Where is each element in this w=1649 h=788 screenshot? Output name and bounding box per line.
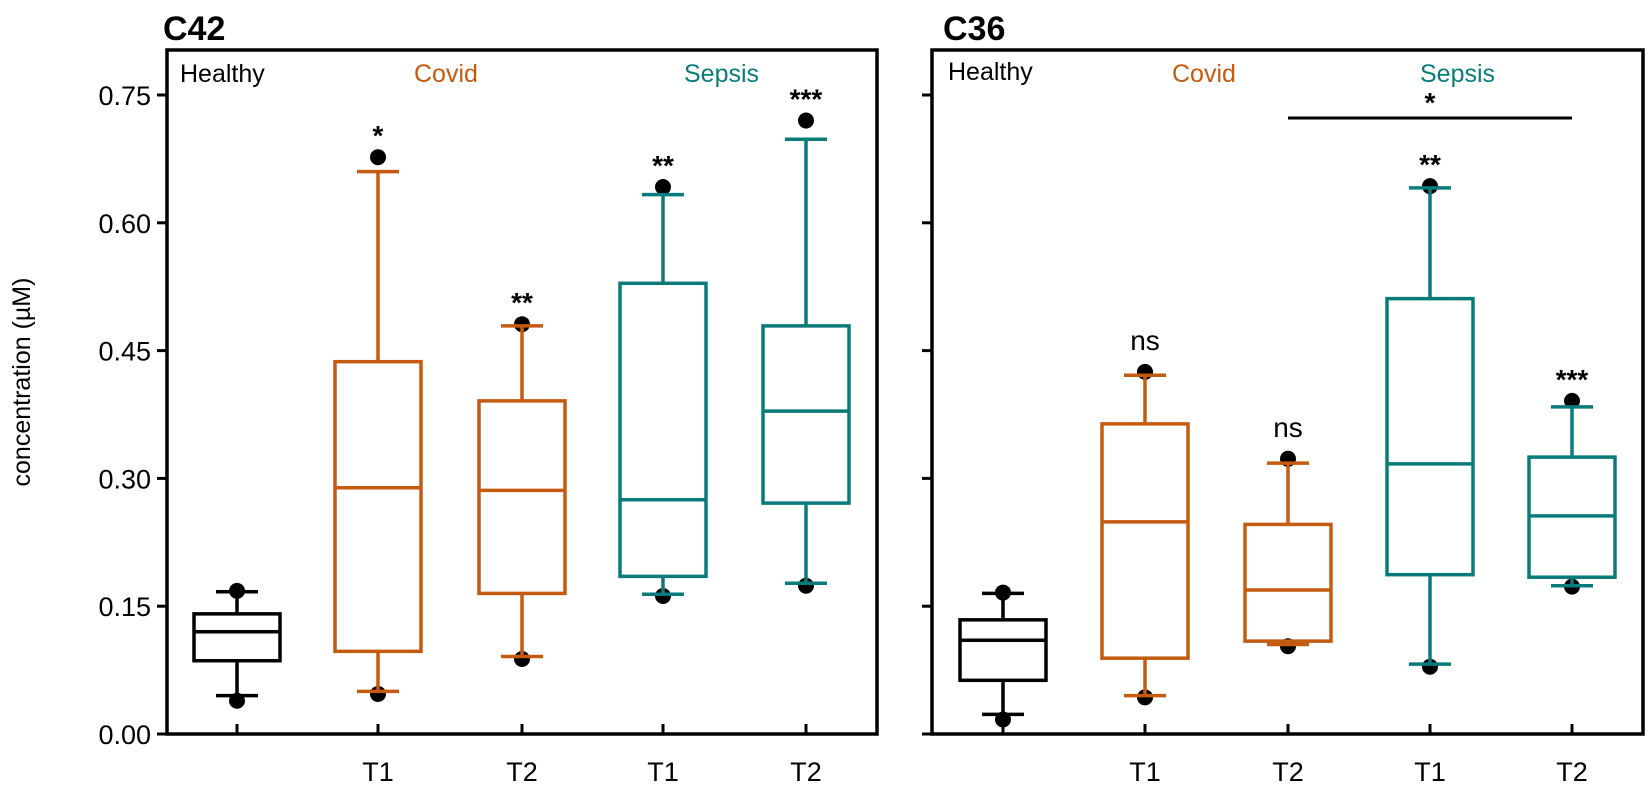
significance-label: ns bbox=[1130, 325, 1160, 356]
box-sepsis-t2: *** bbox=[761, 84, 851, 594]
y-axis-ticks bbox=[922, 93, 932, 736]
iqr-box bbox=[761, 324, 851, 505]
x-tick-label: T1 bbox=[362, 757, 394, 787]
box-sepsis-t1: ** bbox=[618, 150, 708, 604]
iqr-box bbox=[958, 618, 1048, 683]
iqr-box bbox=[477, 399, 567, 596]
box-covid-t2: ** bbox=[477, 287, 567, 668]
significance-label: * bbox=[373, 120, 384, 151]
panel-c36: C36 Healthy Covid Sepsis T1 T2 T1 T2 nsns**… bbox=[922, 10, 1645, 787]
x-tick-label: T2 bbox=[1556, 757, 1588, 787]
y-tick-label: 0.30 bbox=[98, 464, 151, 494]
group-label-healthy: Healthy bbox=[948, 58, 1033, 86]
group-label-covid: Covid bbox=[1172, 60, 1236, 88]
box-sepsis-t1: ** bbox=[1385, 149, 1475, 675]
outlier-point bbox=[1564, 392, 1580, 409]
panel-c42: C42 concentration (µM) Healthy Covid Sep… bbox=[8, 10, 879, 787]
box-healthy bbox=[192, 582, 282, 709]
significance-label: ** bbox=[652, 150, 674, 181]
iqr-box bbox=[192, 612, 282, 663]
x-axis-ticks: T1 T2 T1 T2 bbox=[1001, 724, 1588, 787]
iqr-box bbox=[333, 359, 423, 654]
panel-title: C36 bbox=[943, 10, 1005, 48]
outlier-point bbox=[370, 149, 386, 166]
group-label-sepsis: Sepsis bbox=[684, 60, 759, 88]
iqr-box bbox=[1385, 296, 1475, 577]
iqr-box bbox=[618, 281, 708, 579]
box-covid-t2: ns bbox=[1243, 412, 1333, 655]
y-tick-label: 0.15 bbox=[98, 592, 151, 622]
plot-frame bbox=[930, 48, 1645, 736]
outlier-point bbox=[798, 112, 814, 129]
x-tick-label: T1 bbox=[1414, 757, 1446, 787]
x-tick-label: T2 bbox=[790, 757, 822, 787]
significance-label: *** bbox=[1556, 364, 1589, 395]
y-tick-label: 0.60 bbox=[98, 209, 151, 239]
box-healthy bbox=[958, 584, 1048, 728]
outlier-point bbox=[655, 179, 671, 196]
box-covid-t1: ns bbox=[1100, 325, 1190, 706]
y-tick-label: 0.45 bbox=[98, 337, 151, 367]
significance-label: ** bbox=[511, 287, 533, 318]
panel-title: C42 bbox=[163, 10, 225, 48]
y-tick-label: 0.75 bbox=[98, 81, 151, 111]
y-tick-label: 0.00 bbox=[98, 720, 151, 750]
box-series: ******** bbox=[192, 84, 851, 709]
group-label-sepsis: Sepsis bbox=[1420, 60, 1495, 88]
group-label-healthy: Healthy bbox=[180, 60, 265, 88]
x-tick-label: T2 bbox=[1272, 757, 1304, 787]
significance-label: *** bbox=[790, 84, 823, 115]
y-axis-label: concentration (µM) bbox=[8, 278, 36, 487]
x-tick-label: T2 bbox=[506, 757, 538, 787]
x-tick-label: T1 bbox=[647, 757, 679, 787]
group-label-covid: Covid bbox=[414, 60, 478, 88]
significance-brackets: * bbox=[1288, 87, 1572, 120]
box-covid-t1: * bbox=[333, 120, 423, 702]
iqr-box bbox=[1100, 422, 1190, 660]
iqr-box bbox=[1243, 522, 1333, 643]
significance-label: ns bbox=[1273, 412, 1303, 443]
x-tick-label: T1 bbox=[1129, 757, 1161, 787]
x-axis-ticks: T1 T2 T1 T2 bbox=[235, 724, 822, 787]
significance-label: ** bbox=[1419, 149, 1441, 180]
bracket-label: * bbox=[1425, 87, 1436, 118]
y-axis-ticks: 0.00 0.15 0.30 0.45 0.60 0.75 bbox=[98, 81, 167, 750]
box-sepsis-t2: *** bbox=[1527, 364, 1617, 595]
